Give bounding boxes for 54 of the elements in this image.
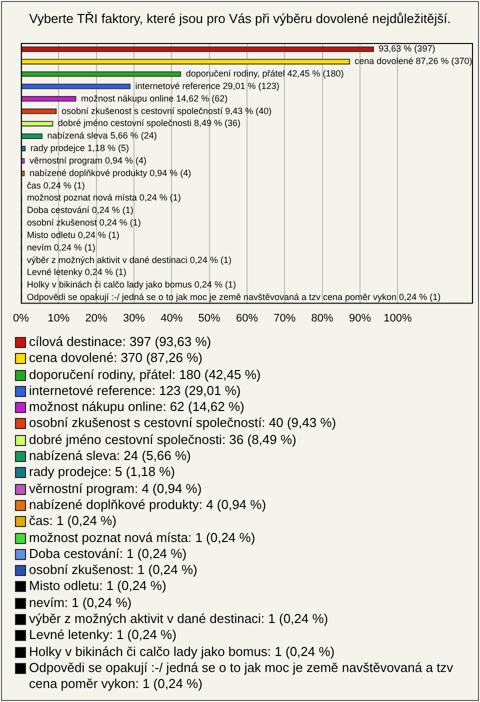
legend-label: nevím: 1 (0,24 %) bbox=[29, 594, 132, 612]
x-tick-label: 50% bbox=[198, 312, 221, 324]
data-label: dobré jméno cestovní společnosti 8,49 % (36) bbox=[58, 118, 241, 128]
legend-label: Doba cestování: 1 (0,24 %) bbox=[29, 546, 187, 562]
legend-label: čas: 1 (0,24 %) bbox=[29, 513, 116, 530]
legend-label: Odpovědi se opakují :-/ jedná se o to jak moc je země navštěvovaná a tzv cena poměr vykon: 1 (0,24 %) bbox=[29, 660, 454, 693]
data-label: Odpovědi se opakují :-/ jedná se o to jak moc je země navštěvovaná a tzv cena poměr vykon 0,24 % (1) bbox=[26, 292, 441, 302]
legend-label: dobré jméno cestovní společnosti: 36 (8,49 %) bbox=[29, 432, 296, 448]
x-tick-label: 10% bbox=[48, 312, 70, 324]
x-tick-label: 20% bbox=[85, 312, 108, 324]
data-label: Misto odletu 0,24 % (1) bbox=[26, 230, 120, 240]
x-tick-label: 60% bbox=[236, 312, 258, 324]
data-label: možnost poznat nová místa 0,24 % (1) bbox=[26, 192, 181, 203]
data-label: výběr z možných aktivit v dané destinaci 0,24 % (1) bbox=[26, 254, 232, 265]
legend-label: osobní zkušenost s cestovní společností: 40 (9,43 %) bbox=[29, 415, 336, 432]
data-label: nabízené doplňkové produkty 0,94 % (4) bbox=[29, 168, 192, 178]
data-label: nevím 0,24 % (1) bbox=[26, 242, 96, 252]
x-tick-label: 40% bbox=[160, 312, 183, 324]
data-label: doporučení rodiny, přátel 42,45 % (180) bbox=[186, 68, 344, 79]
data-label: Levné letenky 0,24 % (1) bbox=[26, 267, 126, 278]
data-label: čas 0,24 % (1) bbox=[26, 180, 85, 190]
legend-label: internetové reference: 123 (29,01 %) bbox=[29, 382, 241, 400]
data-label: 93,63 % (397) bbox=[378, 44, 436, 54]
legend-label: cena dovolené: 370 (87,26 %) bbox=[29, 350, 202, 367]
legend-label: nabízené doplňkové produkty: 4 (0,94 %) bbox=[29, 496, 266, 514]
legend-label: osobní zkušenost: 1 (0,24 %) bbox=[29, 562, 198, 578]
x-tick-label: 100% bbox=[384, 312, 412, 324]
legend-label: možnost nákupu online: 62 (14,62 %) bbox=[29, 399, 244, 416]
data-label: rady prodejce 1,18 % (5) bbox=[30, 143, 129, 154]
x-tick-label: 90% bbox=[348, 312, 372, 324]
x-tick-label: 70% bbox=[274, 312, 296, 324]
data-label: osobní zkušenost 0,24 % (1) bbox=[26, 218, 141, 228]
x-tick-label: 30% bbox=[122, 312, 146, 324]
data-label: možnost nákupu online 14,62 % (62) bbox=[81, 93, 228, 104]
data-label: nabízená sleva 5,66 % (24) bbox=[47, 130, 157, 141]
x-tick-label: 0% bbox=[12, 312, 30, 324]
x-tick-label: 80% bbox=[311, 312, 334, 324]
chart-title: Vyberte TŘI faktory, které jsou pro Vás při výběru dovolené nejdůležitější. bbox=[28, 11, 452, 26]
legend-label: doporučení rodiny, přátel: 180 (42,45 %) bbox=[29, 366, 261, 383]
data-label: Doba cestování 0,24 % (1) bbox=[26, 205, 134, 216]
data-label: osobní zkušenost s cestovní společností 9,43 % (40) bbox=[61, 106, 272, 116]
data-label: internetové reference 29,01 % (123) bbox=[135, 80, 280, 91]
data-label: cena dovolené 87,26 % (370) bbox=[354, 56, 472, 66]
legend-label: cílová destinace: 397 (93,63 %) bbox=[29, 334, 212, 350]
legend-label: Levné letenky: 1 (0,24 %) bbox=[29, 627, 176, 644]
legend-label: věrnostní program: 4 (0,94 %) bbox=[29, 480, 202, 497]
legend-label: možnost poznat nová místa: 1 (0,24 %) bbox=[29, 530, 256, 546]
data-label: Holky v bikinách či calčo lady jako bomus 0,24 % (1) bbox=[26, 280, 236, 290]
legend-label: Misto odletu: 1 (0,24 %) bbox=[29, 578, 166, 595]
legend-label: výběr z možných aktivit v dané destinaci: 1 (0,24 %) bbox=[29, 611, 328, 628]
data-label: věrnostní program 0,94 % (4) bbox=[29, 155, 147, 166]
legend-label: rady prodejce: 5 (1,18 %) bbox=[29, 464, 175, 481]
legend-label: nabízená sleva: 24 (5,66 %) bbox=[29, 448, 191, 464]
legend-label: Holky v bikinách či calčo lady jako bomus: 1 (0,24 %) bbox=[29, 644, 335, 660]
